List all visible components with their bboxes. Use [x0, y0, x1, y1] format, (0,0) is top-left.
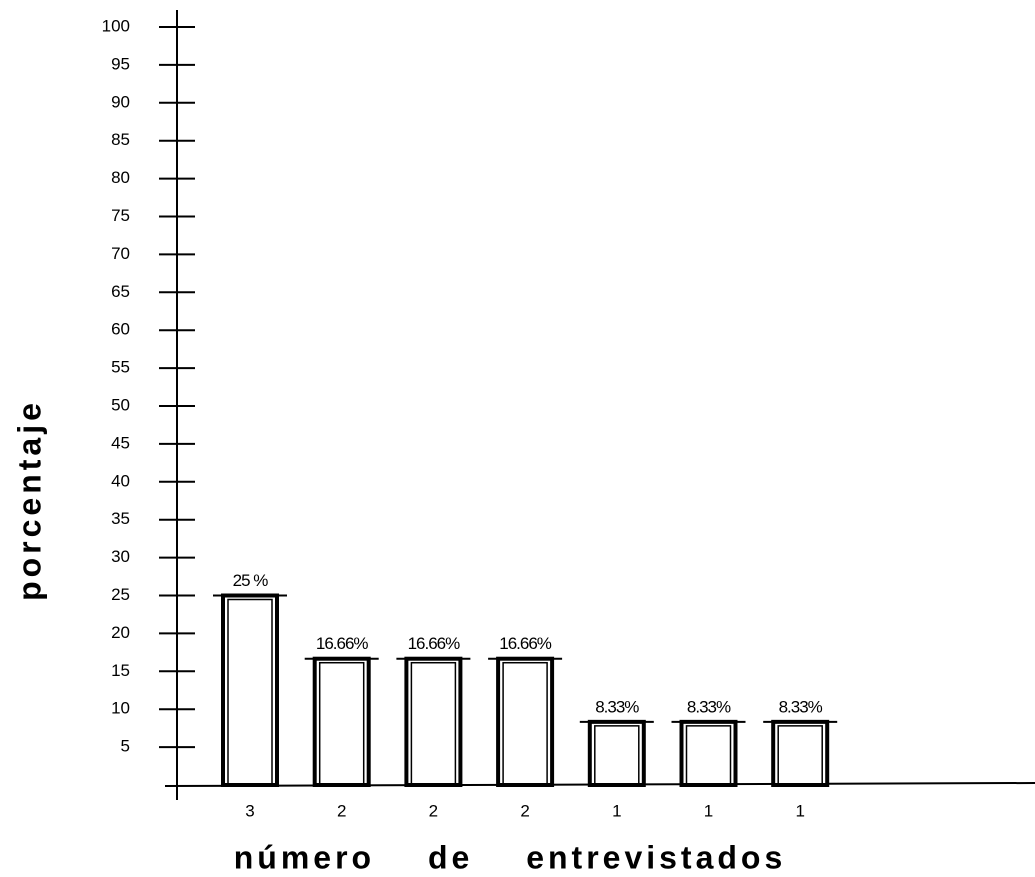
bar-inner [685, 725, 732, 786]
y-tick-label: 55 [111, 358, 130, 377]
y-tick-label: 60 [111, 320, 130, 339]
y-tick-label: 20 [111, 623, 130, 642]
bar [771, 719, 830, 787]
y-tick-label: 65 [111, 282, 130, 301]
value-label: 25 % [233, 571, 269, 590]
y-tick-label: 70 [111, 244, 130, 263]
y-tick-label: 40 [111, 471, 130, 490]
bar-inner [410, 661, 457, 786]
bar [496, 656, 555, 788]
y-tick-label: 5 [121, 737, 130, 756]
bar [312, 656, 371, 788]
x-tick-label: 2 [520, 801, 529, 820]
y-tick-label: 85 [111, 130, 130, 149]
x-tick-label: 1 [704, 801, 713, 820]
value-label: 16.66% [499, 634, 552, 653]
y-tick-label: 95 [111, 54, 130, 73]
y-tick-label: 45 [111, 433, 130, 452]
y-tick-label: 50 [111, 395, 130, 414]
y-tick-label: 80 [111, 168, 130, 187]
y-tick-label: 15 [111, 661, 130, 680]
value-label: 8.33% [595, 697, 639, 716]
y-tick-label: 90 [111, 92, 130, 111]
y-tick-label: 10 [111, 699, 130, 718]
y-tick-label: 35 [111, 509, 130, 528]
x-tick-label: 2 [337, 801, 346, 820]
bar [221, 593, 279, 787]
bar-inner [318, 661, 365, 786]
value-label: 8.33% [687, 697, 731, 716]
x-tick-label: 2 [429, 801, 438, 820]
y-tick-label: 100 [102, 16, 130, 35]
bar-inner [227, 598, 273, 786]
x-tick-label: 1 [795, 801, 804, 820]
x-tick-label: 3 [245, 801, 254, 820]
bar-inner [594, 725, 640, 786]
bar-inner [502, 661, 548, 786]
bar [404, 656, 463, 788]
value-label: 16.66% [316, 634, 369, 653]
bar-inner [777, 725, 823, 786]
value-label: 16.66% [408, 634, 461, 653]
y-tick-label: 75 [111, 206, 130, 225]
bar [587, 719, 646, 787]
value-label: 8.33% [779, 697, 823, 716]
bar [679, 719, 738, 787]
y-axis-title: porcentaje [11, 399, 47, 601]
x-tick-label: 1 [612, 801, 621, 820]
x-axis-title: número de entrevistados [234, 839, 787, 875]
y-tick-label: 25 [111, 585, 130, 604]
y-tick-label: 30 [111, 547, 130, 566]
